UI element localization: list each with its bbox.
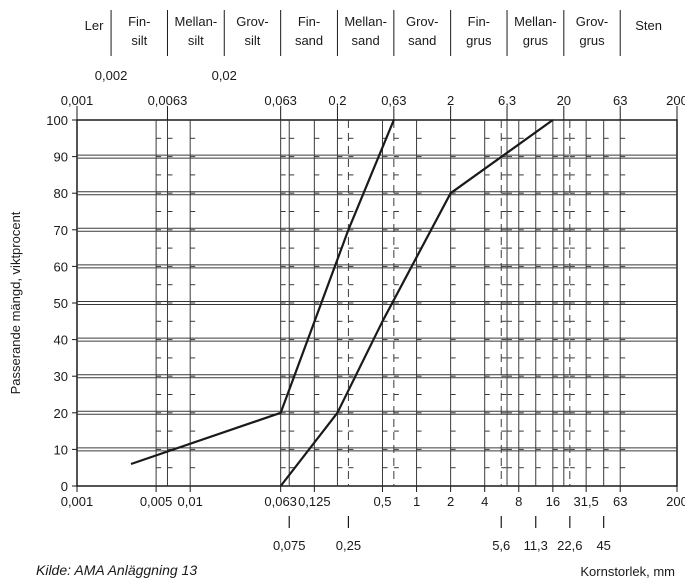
fraction-label: silt (245, 33, 261, 48)
x-axis-title: Kornstorlek, mm (580, 564, 675, 579)
x-tick-label: 0,5 (373, 494, 391, 509)
y-tick-label: 80 (54, 186, 68, 201)
y-tick-label: 100 (46, 113, 68, 128)
fraction-label: grus (579, 33, 605, 48)
x-tick-label: 31,5 (573, 494, 598, 509)
fraction-label: silt (131, 33, 147, 48)
fraction-label: Mellan- (514, 14, 557, 29)
fraction-label: sand (352, 33, 380, 48)
boundary-label-upper: 0,02 (212, 68, 237, 83)
y-tick-label: 0 (61, 479, 68, 494)
sieve-label: 0,075 (273, 538, 306, 553)
grading-curve-1 (130, 119, 395, 466)
boundary-label-lower: 0,2 (328, 93, 346, 108)
fraction-label: Grov- (576, 14, 609, 29)
y-tick-label: 10 (54, 442, 68, 457)
x-tick-label: 2 (447, 494, 454, 509)
fraction-label: Mellan- (175, 14, 218, 29)
boundary-label-lower: 0,063 (264, 93, 297, 108)
sieve-label: 0,25 (336, 538, 361, 553)
boundary-label-lower: 63 (613, 93, 627, 108)
x-tick-label: 0,001 (61, 494, 94, 509)
x-tick-label: 8 (515, 494, 522, 509)
boundary-label-lower: 0,001 (61, 93, 94, 108)
x-tick-label: 0,063 (264, 494, 297, 509)
fraction-label: sand (295, 33, 323, 48)
y-tick-label: 60 (54, 259, 68, 274)
fraction-label: Fin- (128, 14, 150, 29)
x-tick-label: 200 (666, 494, 685, 509)
fraction-label: grus (466, 33, 492, 48)
fraction-label: Fin- (468, 14, 490, 29)
x-tick-label: 0,125 (298, 494, 331, 509)
x-tick-label: 4 (481, 494, 488, 509)
boundary-label-lower: 6,3 (498, 93, 516, 108)
y-tick-label: 70 (54, 223, 68, 238)
fraction-label: Sten (635, 18, 662, 33)
fraction-label: Grov- (236, 14, 269, 29)
grading-curve-2 (279, 119, 554, 487)
x-tick-label: 16 (546, 494, 560, 509)
y-tick-label: 90 (54, 150, 68, 165)
boundary-label-upper: 0,002 (95, 68, 128, 83)
x-tick-label: 0,01 (178, 494, 203, 509)
sieve-label: 11,3 (524, 538, 548, 553)
boundary-label-lower: 0,0063 (148, 93, 188, 108)
fraction-label: grus (523, 33, 549, 48)
fraction-label: Mellan- (344, 14, 387, 29)
sieve-label: 5,6 (492, 538, 510, 553)
fraction-label: Fin- (298, 14, 320, 29)
sieve-label: 45 (596, 538, 610, 553)
source-note: Kilde: AMA Anläggning 13 (36, 562, 198, 578)
boundary-label-lower: 20 (557, 93, 571, 108)
y-tick-label: 40 (54, 333, 68, 348)
x-tick-label: 1 (413, 494, 420, 509)
fraction-label: Ler (85, 18, 104, 33)
sieve-label: 22,6 (557, 538, 582, 553)
fraction-label: Grov- (406, 14, 439, 29)
boundary-label-lower: 0,63 (381, 93, 406, 108)
fraction-label: sand (408, 33, 436, 48)
fraction-label: silt (188, 33, 204, 48)
y-axis-title: Passerande mängd, viktprocent (8, 211, 23, 394)
y-tick-label: 20 (54, 406, 68, 421)
boundary-label-lower: 200 (666, 93, 685, 108)
boundary-label-lower: 2 (447, 93, 454, 108)
x-tick-label: 63 (613, 494, 627, 509)
y-tick-label: 50 (54, 296, 68, 311)
x-tick-label: 0,005 (140, 494, 173, 509)
y-tick-label: 30 (54, 369, 68, 384)
